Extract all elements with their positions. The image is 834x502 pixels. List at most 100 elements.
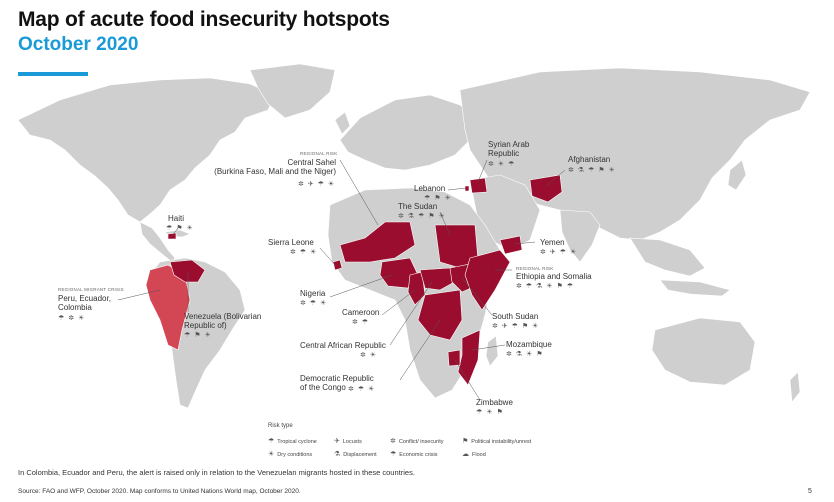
nigeria-region: [379, 257, 419, 289]
icons-lebanon: ☂ ⚑ ☀: [424, 195, 452, 202]
label-peru: Peru, Ecuador, Colombia: [58, 294, 111, 312]
legend-item-economic: ☂ Economic crisis: [390, 451, 438, 458]
icons-peru: ☂ ✲ ☀: [58, 315, 86, 322]
label-drc: Democratic Republic of the Congo: [300, 374, 374, 392]
europe-landmass: [339, 94, 481, 171]
icons-drc: ✲ ☂ ☀: [348, 386, 376, 393]
legend-item-flood: ☁ Flood: [462, 451, 486, 458]
leader-peru: [117, 289, 161, 301]
leader-sahel: [339, 159, 379, 226]
label-afghanistan: Afghanistan: [568, 155, 611, 164]
leader-syria: [477, 159, 488, 183]
label-sahel: Central Sahel (Burkina Faso, Mali and th…: [214, 158, 336, 176]
legend-item-conflict: ✲ Conflict/ insecurity: [390, 438, 444, 445]
india-landmass: [559, 209, 601, 263]
uk-landmass: [334, 111, 351, 135]
page-subtitle: October 2020: [18, 34, 139, 55]
leader-car: [389, 281, 433, 346]
legend-item-political: ⚑ Political instability/unrest: [462, 438, 532, 445]
zimbabwe-region: [447, 349, 461, 367]
indonesia-landmass: [659, 279, 731, 297]
label-syria: Syrian Arab Republic: [488, 140, 530, 158]
world-map: [17, 63, 811, 409]
leader-cameroon: [381, 289, 416, 316]
icons-venezuela: ☂ ⚑ ☀: [184, 332, 212, 339]
leader-sierra-leone: [319, 247, 337, 267]
yemen-region: [499, 235, 523, 255]
leader-haiti: [171, 227, 179, 237]
madagascar-landmass: [485, 335, 499, 367]
car-region: [419, 267, 459, 291]
icons-car: ✲ ☀: [360, 352, 378, 359]
leader-yemen: [514, 241, 536, 245]
icons-sahel: ✲ ✈ ☂ ☀: [298, 181, 336, 188]
icons-afghanistan: ✲ ⚗ ☂ ⚑ ☀: [568, 167, 616, 174]
leader-afghanistan: [545, 169, 566, 187]
title-accent-bar: [18, 72, 88, 76]
legend-item-locusts: ✈ Locusts: [334, 438, 362, 445]
sierra-leone-region: [332, 259, 343, 271]
icons-zimbabwe: ☂ ☀ ⚑: [476, 409, 504, 416]
label-car: Central African Republic: [300, 341, 386, 350]
drought-icon: ☀: [268, 451, 275, 458]
tag-peru: REGIONAL MIGRANT CRISIS: [58, 287, 124, 292]
label-cameroon: Cameroon: [342, 308, 380, 317]
cyclone-icon: ☂: [268, 438, 275, 445]
icons-haiti: ☂ ⚑ ☀: [166, 225, 194, 232]
label-south-sudan: South Sudan: [492, 312, 539, 321]
conflict-icon: ✲: [390, 438, 396, 445]
leader-nigeria: [329, 274, 393, 298]
drc-region: [417, 289, 463, 341]
leader-lebanon: [447, 187, 467, 191]
page-number: 5: [808, 488, 812, 495]
australia-landmass: [651, 317, 756, 386]
leader-drc: [399, 319, 441, 381]
label-ethiopia-somalia: Ethiopia and Somalia: [516, 272, 592, 281]
flood-icon: ☁: [462, 451, 469, 458]
label-venezuela: Venezuela (Bolivarian Republic of): [184, 312, 262, 330]
leader-south-sudan: [461, 277, 493, 316]
label-sudan: The Sudan: [398, 202, 438, 211]
venezuela-region: [169, 259, 206, 283]
label-lebanon: Lebanon: [414, 184, 446, 193]
icons-nigeria: ✲ ☂ ☀: [300, 300, 328, 307]
label-sierra-leone: Sierra Leone: [268, 238, 314, 247]
icons-sudan: ✲ ⚗ ☂ ⚑ ☀: [398, 213, 446, 220]
southeast-asia-landmass: [629, 237, 706, 277]
tag-ethiopia-somalia: REGIONAL RISK: [516, 266, 554, 271]
syria-region: [469, 177, 488, 194]
icons-sierra-leone: ✲ ☂ ☀: [290, 249, 318, 256]
legend-title: Risk type: [268, 423, 293, 429]
icons-mozambique: ✲ ⚗ ☀ ⚑: [506, 351, 544, 358]
north-america-landmass: [17, 77, 276, 223]
icons-syria: ✲ ☀ ☂: [488, 161, 516, 168]
page-title: Map of acute food insecurity hotspots: [18, 8, 390, 31]
sahel-region: [339, 221, 416, 263]
afghanistan-region: [529, 174, 563, 203]
leader-sudan: [439, 211, 451, 236]
tag-sahel: REGIONAL RISK: [300, 151, 338, 156]
japan-landmass: [727, 159, 747, 191]
legend-item-dry: ☀ Dry conditions: [268, 451, 313, 458]
political-icon: ⚑: [462, 438, 469, 445]
label-haiti: Haiti: [168, 214, 185, 223]
source-line: Source: FAO and WFP, October 2020. Map c…: [18, 488, 301, 495]
locust-icon: ✈: [334, 438, 340, 445]
legend-item-cyclone: ☂ Tropical cyclone: [268, 438, 317, 445]
leader-mozambique: [471, 344, 506, 351]
greenland-landmass: [249, 63, 336, 119]
ethiopia-somalia-region: [464, 249, 511, 311]
icons-ethiopia-somalia: ✲ ☂ ⚗ ☀ ⚑ ☂: [516, 283, 574, 290]
lebanon-region: [464, 185, 470, 192]
new-zealand-landmass: [789, 371, 801, 403]
icons-south-sudan: ✲ ✈ ☂ ⚑ ☀: [492, 323, 540, 330]
label-mozambique: Mozambique: [506, 340, 552, 349]
icons-yemen: ✲ ✈ ☂ ☀: [540, 249, 578, 256]
footnote: In Colombia, Ecuador and Peru, the alert…: [18, 468, 415, 477]
legend-item-displacement: ⚗ Displacement: [334, 451, 377, 458]
label-yemen: Yemen: [540, 238, 565, 247]
icons-cameroon: ✲ ☂: [352, 319, 370, 326]
label-zimbabwe: Zimbabwe: [476, 398, 513, 407]
mozambique-region: [457, 329, 481, 386]
label-nigeria: Nigeria: [300, 289, 326, 298]
